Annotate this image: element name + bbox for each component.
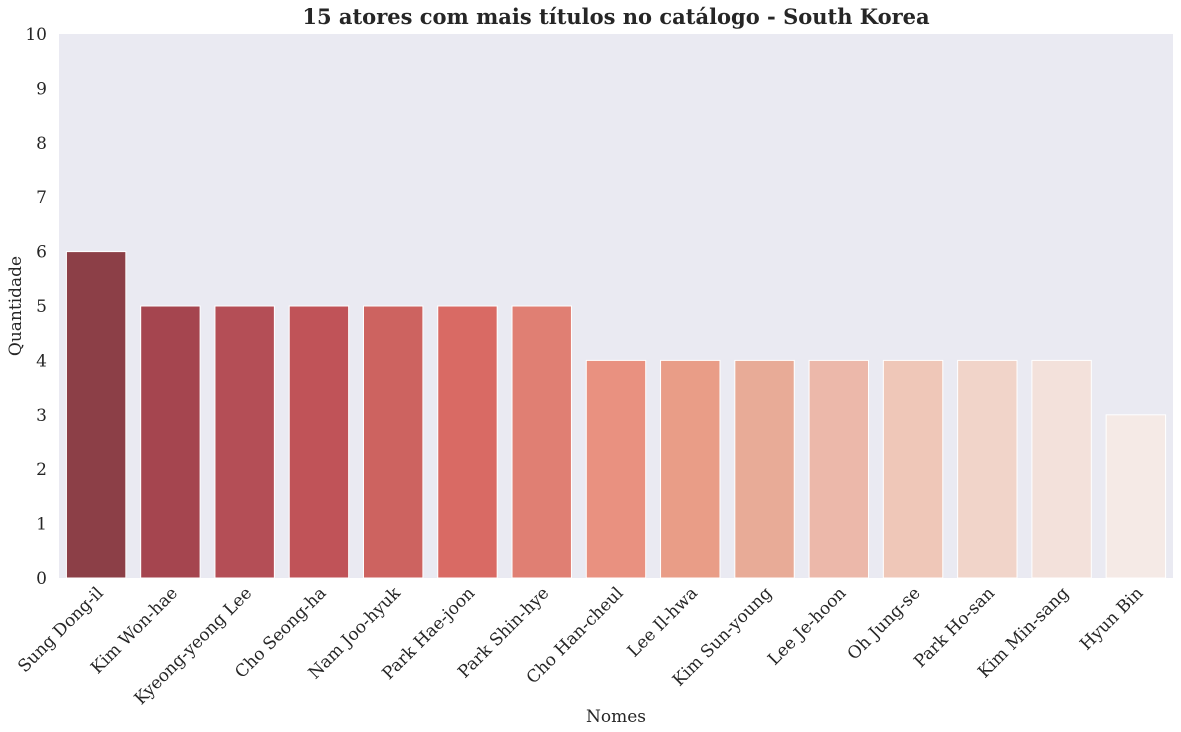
x-tick-label: Oh Jung-se xyxy=(844,583,925,664)
x-tick-label: Lee Il-hwa xyxy=(624,583,702,661)
y-tick-label: 5 xyxy=(36,297,47,317)
y-tick-label: 6 xyxy=(36,243,47,263)
y-tick-label: 9 xyxy=(36,79,47,99)
y-tick-label: 2 xyxy=(36,460,47,480)
y-tick-label: 0 xyxy=(36,569,47,589)
bar-kyeong-yeong-lee xyxy=(214,305,275,579)
y-tick-label: 3 xyxy=(36,406,47,426)
y-tick-label: 1 xyxy=(36,515,47,535)
bar-hyun-bin xyxy=(1105,414,1167,579)
bar-sung-dong-il xyxy=(65,251,127,579)
x-tick-label: Hyun Bin xyxy=(1076,583,1147,654)
bar-park-hae-joon xyxy=(437,305,498,579)
bar-nam-joo-hyuk xyxy=(362,305,424,579)
bar-oh-jung-se xyxy=(882,359,944,579)
bar-lee-je-hoon xyxy=(808,359,870,579)
x-tick-label: Lee Je-hoon xyxy=(764,583,850,669)
y-tick-label: 4 xyxy=(36,351,47,371)
y-tick-label: 8 xyxy=(36,134,47,154)
bars-group xyxy=(65,251,1167,579)
y-tick-labels: 0 1 2 3 4 5 6 7 8 9 10 xyxy=(25,25,47,589)
chart-title: 15 atores com mais títulos no catálogo -… xyxy=(302,4,930,29)
bar-cho-seong-ha xyxy=(288,305,350,579)
y-tick-label: 10 xyxy=(25,25,47,45)
x-axis-label: Nomes xyxy=(586,707,646,727)
y-tick-label: 7 xyxy=(36,188,47,208)
bar-kim-min-sang xyxy=(1031,359,1092,579)
bar-park-shin-hye xyxy=(511,305,572,579)
y-axis-label: Quantidade xyxy=(6,256,26,356)
bar-park-ho-san xyxy=(957,359,1018,579)
bar-cho-han-cheul xyxy=(585,359,647,579)
bar-kim-sun-young xyxy=(734,359,795,579)
bar-kim-won-hae xyxy=(140,305,201,579)
bar-lee-il-hwa xyxy=(660,359,721,579)
